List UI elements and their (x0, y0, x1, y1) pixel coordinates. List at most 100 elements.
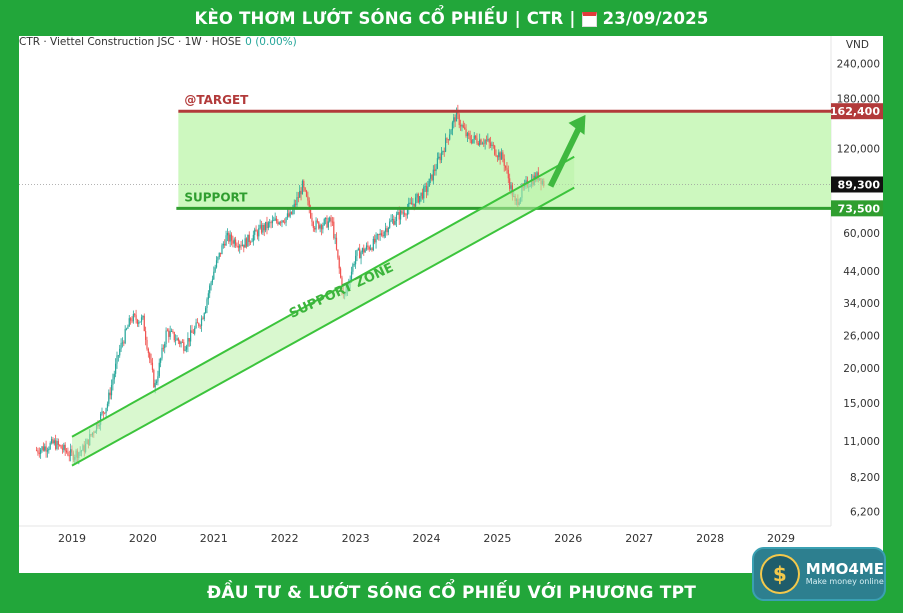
candle (338, 255, 340, 274)
candle (352, 262, 354, 275)
target-label: @TARGET (184, 93, 249, 107)
y-tick-label: 26,000 (843, 331, 880, 343)
ticker-info: CTR · Viettel Construction JSC · 1W · HO… (19, 36, 297, 48)
candle (502, 150, 504, 163)
candle (166, 328, 169, 332)
candle (119, 344, 121, 358)
candle (464, 122, 466, 130)
support-label: SUPPORT (184, 190, 248, 204)
candle (494, 144, 496, 156)
candle (225, 230, 227, 246)
candle (485, 135, 488, 145)
candle (296, 191, 298, 210)
candle (334, 233, 336, 245)
brand-logo[interactable]: $ MMO4ME Make money online (752, 547, 886, 601)
y-tick-label: 6,200 (850, 506, 880, 518)
candle (210, 280, 212, 291)
candle (469, 130, 471, 144)
candle (425, 182, 428, 199)
candle (314, 226, 316, 233)
x-tick-label: 2021 (200, 532, 228, 545)
candle (191, 324, 193, 333)
candle (372, 236, 374, 252)
candle (55, 434, 57, 451)
candle (198, 322, 200, 328)
candle (357, 247, 359, 251)
candle (52, 437, 54, 445)
candle (435, 163, 437, 176)
candle (61, 444, 64, 454)
candle (368, 245, 370, 252)
y-tick-label: 60,000 (843, 228, 880, 240)
x-tick-label: 2020 (129, 532, 157, 545)
candle (127, 324, 129, 329)
candles-group (35, 104, 545, 465)
candle (446, 137, 448, 144)
price-label-box (831, 200, 883, 217)
candle (479, 133, 481, 147)
candle (49, 441, 51, 450)
candle (117, 354, 119, 362)
candle (380, 230, 383, 237)
candle (333, 217, 335, 240)
candle (142, 315, 144, 320)
candle (481, 141, 484, 145)
candle (500, 148, 503, 160)
candle (256, 229, 259, 240)
candle (270, 220, 272, 229)
candle (105, 407, 107, 417)
candle (320, 223, 323, 236)
candle (308, 197, 310, 214)
target-arrow (547, 127, 582, 188)
candle (397, 209, 399, 216)
candle (172, 329, 174, 334)
candle (128, 315, 130, 327)
candle (255, 225, 257, 232)
candle (269, 218, 271, 228)
candle (109, 387, 111, 400)
candle (414, 193, 417, 208)
candle (64, 442, 66, 456)
candle (472, 139, 474, 145)
candle (355, 250, 357, 269)
candle (465, 124, 467, 138)
candle (299, 185, 301, 198)
candle (290, 211, 293, 215)
candle (434, 164, 436, 176)
candle (484, 138, 486, 150)
candle (507, 165, 509, 184)
candle (262, 222, 264, 235)
candle (301, 179, 304, 195)
candle (499, 151, 501, 165)
candle (165, 327, 167, 348)
candle (353, 261, 355, 267)
candle (393, 215, 395, 226)
candle (491, 141, 493, 151)
price-label-target: 162,400 (830, 105, 880, 118)
candle (132, 310, 134, 324)
x-tick-label: 2027 (625, 532, 653, 545)
candle (436, 152, 439, 170)
candle (259, 219, 261, 230)
candle (420, 192, 422, 202)
candle (327, 217, 329, 231)
y-tick-label: 34,000 (843, 298, 880, 310)
candle (130, 317, 132, 325)
candle (244, 234, 246, 248)
candle (250, 240, 252, 246)
logo-title: MMO4ME (805, 559, 884, 578)
candle (394, 216, 396, 226)
candle (405, 213, 407, 221)
y-tick-label: 11,000 (843, 436, 880, 448)
candle (492, 141, 494, 149)
candle (63, 442, 65, 453)
candle (170, 328, 173, 332)
candle (222, 241, 224, 249)
candle (461, 123, 463, 132)
candle (113, 370, 115, 384)
candle (474, 135, 477, 140)
candle (124, 325, 126, 345)
candle (440, 146, 443, 163)
candle (312, 220, 314, 232)
